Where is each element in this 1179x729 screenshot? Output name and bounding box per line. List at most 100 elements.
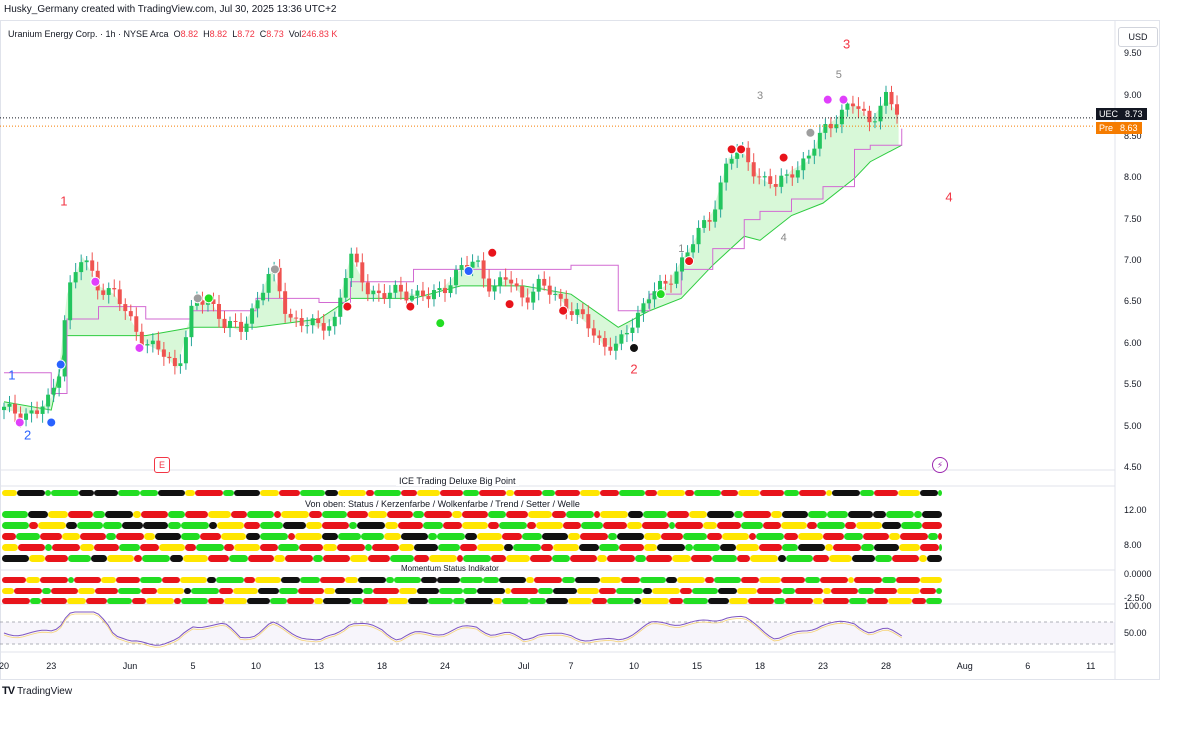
status-strip-1-seg-20: [398, 522, 423, 529]
momentum-strip-0-seg-40: [805, 577, 820, 583]
ohlc-open: 8.82: [180, 29, 199, 39]
momentum-strip-2-seg-34: [683, 598, 708, 604]
premarket-symbol: Pre: [1096, 122, 1117, 134]
currency-button[interactable]: USD: [1118, 27, 1158, 47]
bigpoint-strip-seg-8: [158, 490, 185, 496]
momentum-strip-2-seg-43: [867, 598, 888, 604]
status-strip-1-seg-12: [244, 522, 260, 529]
candle-70: [387, 292, 392, 299]
status-strip-2-seg-19: [384, 533, 401, 540]
signal-dot-21: [805, 127, 816, 138]
time-tick-15: Aug: [956, 661, 973, 671]
momentum-strip-0-seg-33: [666, 577, 677, 583]
signal-dot-17: [684, 256, 695, 267]
status-strip-3-seg-26: [513, 544, 541, 551]
candle-12: [68, 282, 73, 321]
candle-2: [13, 403, 18, 414]
status-strip-3-seg-44: [874, 544, 899, 551]
status-strip-4-seg-19: [390, 555, 414, 562]
candle-55: [305, 325, 310, 327]
status-strip-3-seg-43: [861, 544, 874, 551]
candle-151: [834, 124, 839, 129]
bigpoint-strip-seg-1: [17, 490, 45, 496]
candle-140: [773, 184, 778, 187]
status-strip-2-seg-7: [144, 533, 155, 540]
candle-99: [547, 285, 552, 295]
earnings-event-icon[interactable]: E: [154, 457, 170, 473]
status-strip-0-seg-43: [873, 511, 886, 518]
indicator-tick-1: 8.00: [1124, 540, 1142, 550]
candle-122: [674, 271, 679, 284]
status-strip-4-seg-20: [414, 555, 429, 562]
momentum-strip-1-seg-26: [511, 588, 538, 594]
wave-label-3: 2: [630, 361, 638, 377]
momentum-strip-1-seg-32: [643, 588, 652, 594]
status-strip-4-seg-6: [134, 555, 142, 562]
time-tick-2: Jun: [122, 661, 138, 671]
chart-frame: [0, 20, 1160, 680]
status-strip-3-seg-23: [460, 544, 477, 551]
bigpoint-strip-seg-38: [760, 490, 784, 496]
status-strip-2-seg-40: [798, 533, 823, 540]
momentum-strip-2-seg-7: [146, 598, 174, 604]
status-strip-4-seg-46: [927, 555, 942, 562]
momentum-strip-0-seg-22: [437, 577, 460, 583]
candle-92: [509, 279, 514, 284]
rsi-signal-line: [3, 613, 902, 648]
tradingview-logo: TV TradingView: [2, 685, 72, 697]
signal-dot-6: [203, 293, 214, 304]
candle-111: [613, 343, 618, 351]
status-strip-3-seg-10: [196, 544, 224, 551]
status-strip-0-seg-9: [185, 511, 208, 518]
momentum-strip-1-seg-35: [692, 588, 718, 594]
momentum-strip-2-seg-41: [823, 598, 849, 604]
candle-94: [520, 286, 525, 298]
momentum-strip-1-seg-46: [920, 588, 936, 594]
status-strip-0-seg-16: [322, 511, 347, 518]
bigpoint-strip-seg-34: [685, 490, 694, 496]
momentum-strip-2-seg-31: [634, 598, 641, 604]
volume-value: 246.83 K: [301, 29, 338, 39]
candle-9: [51, 387, 56, 395]
indicator3-title: Momentum Status Indikator: [401, 564, 499, 573]
momentum-strip-2-seg-30: [607, 598, 634, 604]
price-tick-6: 6.50: [1124, 296, 1142, 307]
candle-6: [35, 410, 40, 414]
candle-41: [228, 320, 233, 329]
status-strip-2-seg-39: [784, 533, 798, 540]
signal-dot-3: [90, 276, 101, 287]
candle-68: [376, 290, 381, 294]
momentum-strip-2-seg-38: [774, 598, 785, 604]
status-strip-4-seg-45: [919, 555, 927, 562]
bigpoint-strip-seg-32: [645, 490, 657, 496]
candle-14: [79, 262, 84, 273]
candle-56: [310, 318, 315, 326]
candle-133: [735, 152, 740, 159]
dividend-event-icon[interactable]: ⚡: [932, 457, 948, 473]
candle-123: [680, 257, 685, 272]
candle-105: [580, 309, 585, 315]
status-strip-2-seg-16: [322, 533, 338, 540]
last-price-tag: UEC 8.73: [1096, 108, 1147, 120]
status-strip-3-seg-4: [80, 544, 94, 551]
price-tick-10: 4.50: [1124, 462, 1142, 472]
momentum-strip-0-seg-21: [421, 577, 437, 583]
candle-40: [222, 318, 227, 329]
momentum-strip-1-seg-14: [279, 588, 298, 594]
candle-88: [487, 278, 492, 292]
status-strip-1-seg-32: [642, 522, 669, 529]
candle-20: [112, 288, 117, 290]
status-strip-2-seg-18: [361, 533, 384, 540]
status-strip-2-seg-45: [900, 533, 928, 540]
status-strip-0-seg-24: [488, 511, 506, 518]
status-strip-3-seg-42: [833, 544, 861, 551]
ohlc-high-label: H: [203, 29, 210, 39]
price-tick-7: 6.00: [1124, 337, 1142, 348]
cloud-line: [3, 144, 902, 411]
candle-157: [867, 110, 872, 123]
status-strip-1-seg-39: [781, 522, 807, 529]
wave-label-6: 1: [678, 242, 685, 255]
momentum-strip-1-seg-21: [417, 588, 439, 594]
momentum-strip-2-seg-3: [67, 598, 86, 604]
